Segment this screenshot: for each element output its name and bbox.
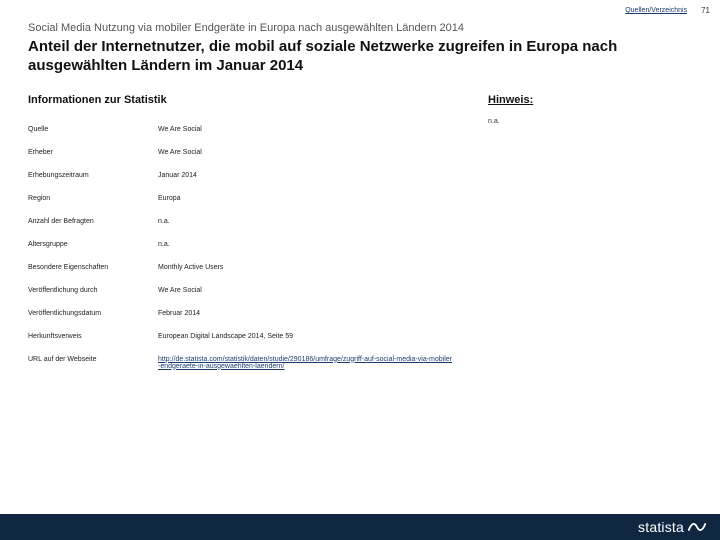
table-row: Anzahl der Befragtenn.a. <box>28 210 458 233</box>
info-key: URL auf der Webseite <box>28 348 158 378</box>
info-column: Informationen zur Statistik QuelleWe Are… <box>28 94 458 378</box>
info-value: Monthly Active Users <box>158 256 458 279</box>
info-value: European Digital Landscape 2014, Seite 5… <box>158 325 458 348</box>
info-value: We Are Social <box>158 141 458 164</box>
source-url-link[interactable]: http://de.statista.com/statistik/daten/s… <box>158 356 452 370</box>
hint-text: n.a. <box>488 118 692 125</box>
info-key: Veröffentlichung durch <box>28 279 158 302</box>
info-key: Region <box>28 187 158 210</box>
table-row: ErheberWe Are Social <box>28 141 458 164</box>
table-row: URL auf der Webseitehttp://de.statista.c… <box>28 348 458 378</box>
table-row: ErhebungszeitraumJanuar 2014 <box>28 164 458 187</box>
info-key: Erheber <box>28 141 158 164</box>
info-heading: Informationen zur Statistik <box>28 94 458 106</box>
table-row: Besondere EigenschaftenMonthly Active Us… <box>28 256 458 279</box>
sources-link[interactable]: Quellen/Verzeichnis <box>625 7 687 14</box>
breadcrumb: Social Media Nutzung via mobiler Endgerä… <box>28 22 692 34</box>
table-row: Altersgruppen.a. <box>28 233 458 256</box>
page-title: Anteil der Internetnutzer, die mobil auf… <box>28 38 692 76</box>
info-value: We Are Social <box>158 118 458 141</box>
logo-text: statista <box>638 519 684 535</box>
table-row: HerkunftsverweisEuropean Digital Landsca… <box>28 325 458 348</box>
info-key: Besondere Eigenschaften <box>28 256 158 279</box>
table-row: VeröffentlichungsdatumFebruar 2014 <box>28 302 458 325</box>
info-table: QuelleWe Are SocialErheberWe Are SocialE… <box>28 118 458 378</box>
info-value: Europa <box>158 187 458 210</box>
header-right: Quellen/Verzeichnis 71 <box>625 6 710 15</box>
info-key: Anzahl der Befragten <box>28 210 158 233</box>
info-value: Januar 2014 <box>158 164 458 187</box>
table-row: Veröffentlichung durchWe Are Social <box>28 279 458 302</box>
footer-bar: statista <box>0 514 720 540</box>
hint-heading: Hinweis: <box>488 94 692 106</box>
info-key: Altersgruppe <box>28 233 158 256</box>
table-row: RegionEuropa <box>28 187 458 210</box>
page-container: Quellen/Verzeichnis 71 Social Media Nutz… <box>0 0 720 540</box>
info-value: We Are Social <box>158 279 458 302</box>
info-key: Erhebungszeitraum <box>28 164 158 187</box>
info-value: http://de.statista.com/statistik/daten/s… <box>158 348 458 378</box>
info-key: Quelle <box>28 118 158 141</box>
statista-logo: statista <box>638 519 706 535</box>
info-value: n.a. <box>158 233 458 256</box>
info-value: n.a. <box>158 210 458 233</box>
content-columns: Informationen zur Statistik QuelleWe Are… <box>28 94 692 378</box>
info-value: Februar 2014 <box>158 302 458 325</box>
hint-column: Hinweis: n.a. <box>488 94 692 378</box>
logo-wave-icon <box>688 520 706 534</box>
info-key: Herkunftsverweis <box>28 325 158 348</box>
info-key: Veröffentlichungsdatum <box>28 302 158 325</box>
page-number: 71 <box>701 6 710 15</box>
table-row: QuelleWe Are Social <box>28 118 458 141</box>
